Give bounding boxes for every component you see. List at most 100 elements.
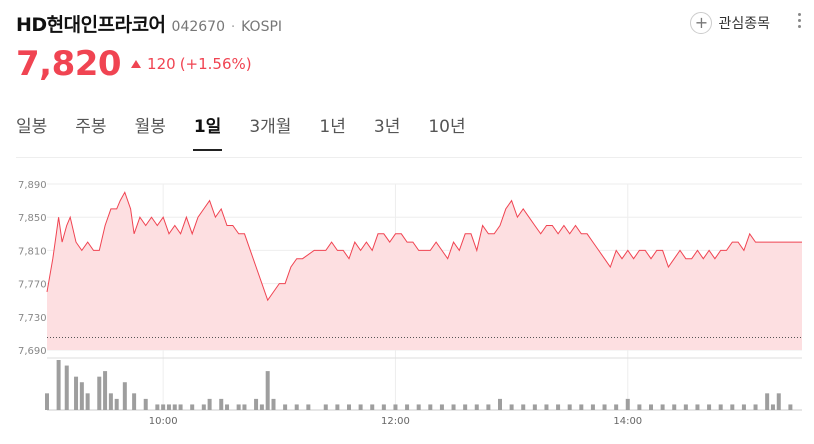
volume-bar <box>718 404 723 410</box>
volume-bar <box>486 404 491 410</box>
volume-bar <box>602 404 607 410</box>
volume-bar <box>770 404 775 410</box>
y-tick-label: 7,730 <box>18 313 47 324</box>
more-options-button[interactable] <box>794 13 804 28</box>
x-tick-label: 12:00 <box>381 416 410 427</box>
volume-bar <box>242 404 247 410</box>
volume-bar <box>306 404 311 410</box>
x-tick-label: 10:00 <box>149 416 178 427</box>
volume-bar <box>219 398 224 410</box>
volume-bar <box>405 404 410 410</box>
current-price: 7,820 <box>16 44 122 84</box>
volume-bar <box>532 404 537 410</box>
volume-bar <box>271 398 276 410</box>
volume-bar <box>672 404 677 410</box>
volume-bar <box>416 404 421 410</box>
volume-bar <box>122 382 127 410</box>
tab-0[interactable]: 일봉 <box>16 117 48 137</box>
volume-bar <box>97 376 102 410</box>
tab-6[interactable]: 3년 <box>373 117 401 137</box>
more-dot-icon <box>797 25 801 28</box>
tab-3[interactable]: 1일 <box>192 112 223 151</box>
volume-bar <box>649 404 653 410</box>
volume-bar <box>347 404 351 410</box>
tab-1[interactable]: 주봉 <box>75 117 107 137</box>
tab-4[interactable]: 3개월 <box>249 117 292 137</box>
volume-bar <box>590 404 595 410</box>
y-tick-label: 7,890 <box>18 180 47 191</box>
volume-bar <box>56 360 61 410</box>
price-row: 7,820 120 (+1.56%) <box>16 44 252 84</box>
volume-bar <box>190 404 195 410</box>
volume-bar <box>108 393 113 410</box>
volume-bar <box>474 404 479 410</box>
volume-bar <box>730 404 735 410</box>
volume-bar <box>614 404 619 410</box>
volume-bar <box>155 404 160 410</box>
volume-bar <box>544 404 549 410</box>
volume-bar <box>79 382 84 410</box>
plus-icon: + <box>690 12 713 34</box>
volume-bar <box>225 404 230 410</box>
volume-bar <box>556 404 561 410</box>
period-tabs: 일봉 주봉 월봉 1일 3개월 1년 3년 10년 <box>16 112 494 151</box>
volume-bar <box>567 404 572 410</box>
y-tick-label: 7,690 <box>18 346 47 357</box>
volume-bar <box>498 398 502 410</box>
y-tick-label: 7,850 <box>18 213 47 224</box>
volume-bar <box>283 404 288 410</box>
y-tick-label: 7,810 <box>18 246 47 257</box>
x-tick-label: 14:00 <box>613 416 642 427</box>
stock-name: HD현대인프라코어 <box>16 14 166 36</box>
separator-dot: · <box>231 20 236 35</box>
tab-7[interactable]: 10년 <box>428 117 466 137</box>
volume-bar <box>788 404 793 410</box>
volume-bar <box>579 404 584 410</box>
volume-bar <box>381 404 386 410</box>
volume-bar <box>660 404 665 410</box>
volume-bar <box>132 393 137 410</box>
volume-bar <box>172 404 177 410</box>
price-line <box>46 191 802 302</box>
volume-bar <box>753 404 758 410</box>
volume-bar <box>393 404 398 410</box>
volume-bar <box>114 398 119 410</box>
tab-5[interactable]: 1년 <box>319 117 346 137</box>
change-amount: 120 <box>147 55 176 73</box>
tab-2[interactable]: 월봉 <box>134 117 166 137</box>
volume-bar <box>370 404 375 410</box>
volume-bar <box>166 404 171 410</box>
add-watchlist-button[interactable]: + 관심종목 <box>690 12 770 34</box>
volume-bar <box>85 393 90 410</box>
volume-bar <box>201 404 206 410</box>
volume-bar <box>776 393 781 410</box>
up-triangle-icon <box>131 60 142 68</box>
intraday-chart: 7,890 7,850 7,810 7,770 7,730 7,690 10:00 12:00… <box>18 180 802 427</box>
volume-bar <box>161 404 166 410</box>
volume-bar <box>74 376 79 410</box>
volume-bar <box>741 404 746 410</box>
volume-bar <box>683 404 688 410</box>
stock-header: HD현대인프라코어 042670 · KOSPI + 관심종목 <box>16 10 804 38</box>
tabs-divider <box>16 157 802 158</box>
volume-bar <box>335 404 340 410</box>
market-label: KOSPI <box>241 19 283 35</box>
volume-bar <box>265 371 270 410</box>
price-change: 120 (+1.56%) <box>131 55 252 73</box>
volume-bar <box>207 398 212 410</box>
volume-bar <box>143 398 148 410</box>
volume-bar <box>45 393 49 410</box>
volume-bar <box>521 404 526 410</box>
stock-code: 042670 <box>171 19 225 35</box>
volume-bar <box>294 404 299 410</box>
volume-bar <box>637 404 642 410</box>
volume-bar <box>765 393 770 410</box>
volume-bar <box>358 404 363 410</box>
volume-bar <box>64 365 69 410</box>
volume-bar <box>259 404 264 410</box>
title-row: HD현대인프라코어 042670 · KOSPI <box>16 10 804 37</box>
volume-bar <box>509 404 514 410</box>
volume-bar <box>323 404 328 410</box>
volume-bar <box>236 404 241 410</box>
change-percent: (+1.56%) <box>179 55 252 73</box>
